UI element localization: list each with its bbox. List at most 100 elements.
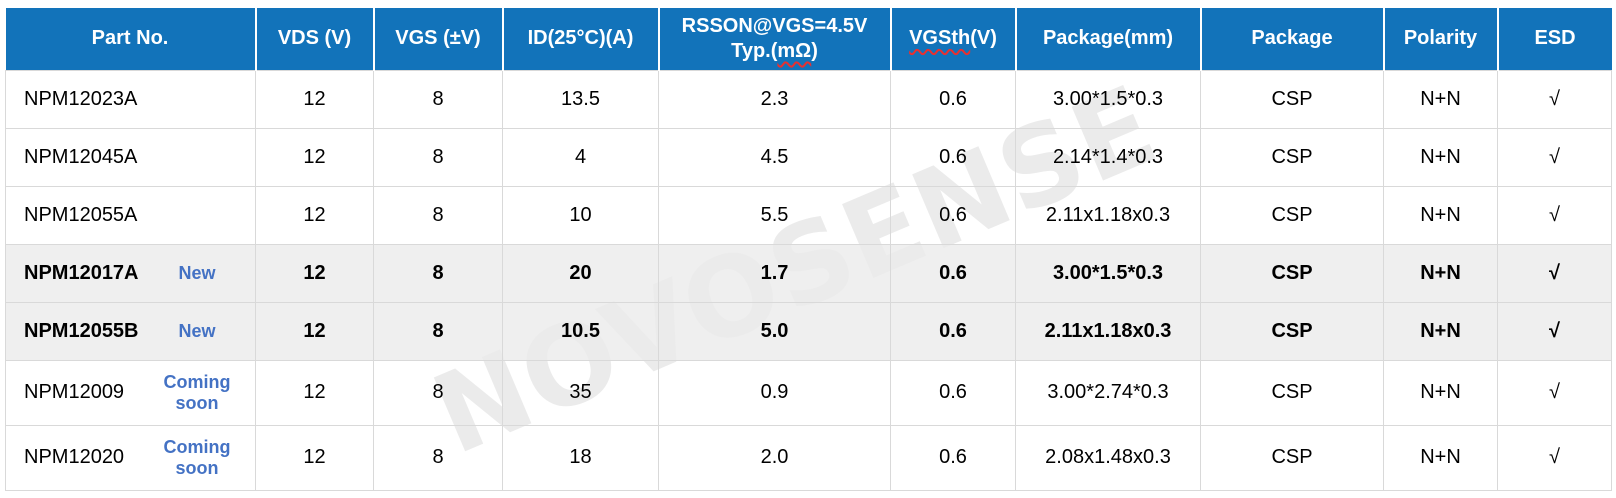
spec-value-cell: 3.00*1.5*0.3 — [1015, 243, 1201, 303]
product-spec-table: Part No. VDS (V) VGS (±V) ID(25°C)(A) RSSON@… — [5, 8, 1612, 491]
table-row: NPM12023A 12 8 13.5 2.3 0.6 3.00*1.5*0.3 CSP N+N… — [5, 69, 1612, 129]
spec-value-cell: CSP — [1200, 301, 1384, 361]
spec-value-cell: 2.14*1.4*0.3 — [1015, 127, 1201, 187]
spec-value-cell: 12 — [255, 127, 374, 187]
part-number-cell: NPM12055A — [5, 185, 256, 245]
spec-value-cell: 2.0 — [658, 424, 891, 491]
column-header: Polarity — [1383, 8, 1499, 70]
spec-value-cell: 2.08x1.48x0.3 — [1015, 424, 1201, 491]
spec-value-cell: N+N — [1383, 185, 1498, 245]
table-row: NPM12009 Coming soon 12 8 35 0.9 0.6 3.00*2.74*… — [5, 359, 1612, 426]
spec-value-cell: 20 — [502, 243, 659, 303]
spec-value-cell: √ — [1497, 127, 1612, 187]
spec-value-cell: 0.6 — [890, 359, 1016, 426]
spec-value-cell: 10 — [502, 185, 659, 245]
spec-value-cell: 2.3 — [658, 69, 891, 129]
column-header: VGSth(V) — [890, 8, 1017, 70]
spec-value-cell: 5.5 — [658, 185, 891, 245]
spec-value-cell: 12 — [255, 185, 374, 245]
spec-value-cell: √ — [1497, 424, 1612, 491]
column-header: ID(25°C)(A) — [502, 8, 660, 70]
spec-value-cell: 4.5 — [658, 127, 891, 187]
column-header: RSSON@VGS=4.5V Typ.(mΩ) — [658, 8, 892, 70]
spec-value-cell: 8 — [373, 127, 503, 187]
table-row: NPM12045A 12 8 4 4.5 0.6 2.14*1.4*0.3 CSP N+N √ — [5, 127, 1612, 187]
header-line: Typ.(mΩ) — [731, 39, 818, 62]
spec-value-cell: 8 — [373, 359, 503, 426]
spec-value-cell: 8 — [373, 69, 503, 129]
part-number-cell: NPM12020 Coming soon — [5, 424, 256, 491]
header-line: Part No. — [91, 27, 169, 50]
spec-value-cell: 12 — [255, 424, 374, 491]
part-cell-inner: NPM12023A — [6, 88, 255, 111]
spec-value-cell: 2.11x1.18x0.3 — [1015, 185, 1201, 245]
availability-badge: Coming soon — [163, 371, 231, 413]
spec-value-cell: 8 — [373, 301, 503, 361]
availability-badge: New — [178, 320, 216, 341]
spec-value-cell: √ — [1497, 243, 1612, 303]
column-header: Part No. — [5, 8, 257, 70]
spec-value-cell: 0.6 — [890, 243, 1016, 303]
spec-value-cell: 12 — [255, 301, 374, 361]
header-line: VDS (V) — [277, 27, 352, 50]
header-line: Polarity — [1403, 27, 1478, 50]
spec-value-cell: N+N — [1383, 243, 1498, 303]
spec-value-cell: 35 — [502, 359, 659, 426]
availability-badge: New — [178, 262, 216, 283]
part-number: NPM12009 — [24, 381, 125, 403]
spellcheck-squiggle-text: mΩ — [777, 39, 812, 62]
spec-value-cell: 0.9 — [658, 359, 891, 426]
spec-value-cell: 0.6 — [890, 185, 1016, 245]
part-number: NPM12017A — [24, 261, 139, 284]
header-line: ID(25°C)(A) — [527, 27, 634, 50]
part-number: NPM12055A — [24, 203, 138, 226]
part-cell-inner: NPM12055A — [6, 204, 255, 227]
part-cell-inner: NPM12020 Coming soon — [6, 437, 255, 478]
part-cell-inner: NPM12009 Coming soon — [6, 372, 255, 413]
spec-value-cell: 18 — [502, 424, 659, 491]
spec-value-cell: 12 — [255, 69, 374, 129]
column-header: VGS (±V) — [373, 8, 504, 70]
spec-value-cell: √ — [1497, 359, 1612, 426]
spec-value-cell: CSP — [1200, 69, 1384, 129]
spec-value-cell: CSP — [1200, 185, 1384, 245]
spec-value-cell: 8 — [373, 185, 503, 245]
page: Part No. VDS (V) VGS (±V) ID(25°C)(A) RSSON@… — [0, 8, 1616, 498]
spec-value-cell: 0.6 — [890, 424, 1016, 491]
part-number: NPM12045A — [24, 145, 138, 168]
spec-value-cell: 0.6 — [890, 69, 1016, 129]
spec-value-cell: 0.6 — [890, 127, 1016, 187]
header-line: Package — [1251, 27, 1333, 50]
part-number: NPM12020 — [24, 446, 125, 468]
spec-value-cell: 4 — [502, 127, 659, 187]
spec-value-cell: N+N — [1383, 301, 1498, 361]
column-header: Package — [1200, 8, 1385, 70]
spec-value-cell: 12 — [255, 243, 374, 303]
table-row: NPM12017A New 12 8 20 1.7 0.6 3.00*1.5*0.3 CSP N+… — [5, 243, 1612, 303]
header-line: VGSth(V) — [909, 27, 997, 50]
part-number-cell: NPM12055B New — [5, 301, 256, 361]
availability-badge: Coming soon — [163, 436, 231, 478]
header-line: RSSON@VGS=4.5V — [681, 14, 868, 37]
header-line: Package(mm) — [1042, 27, 1174, 50]
spec-value-cell: CSP — [1200, 424, 1384, 491]
spec-value-cell: 0.6 — [890, 301, 1016, 361]
spec-value-cell: 3.00*2.74*0.3 — [1015, 359, 1201, 426]
table-body: NPM12023A 12 8 13.5 2.3 0.6 3.00*1.5*0.3 CSP N+N… — [5, 69, 1612, 491]
spec-value-cell: √ — [1497, 185, 1612, 245]
table-header-row: Part No. VDS (V) VGS (±V) ID(25°C)(A) RSSON@… — [5, 8, 1612, 70]
part-number: NPM12023A — [24, 87, 138, 110]
table-row: NPM12055A 12 8 10 5.5 0.6 2.11x1.18x0.3 CSP N+N √ — [5, 185, 1612, 245]
spec-value-cell: 5.0 — [658, 301, 891, 361]
spellcheck-squiggle-text: VGSth — [909, 27, 971, 50]
spec-value-cell: N+N — [1383, 127, 1498, 187]
spec-value-cell: 8 — [373, 243, 503, 303]
part-number: NPM12055B — [24, 319, 139, 342]
part-cell-inner: NPM12017A New — [6, 262, 255, 285]
part-number-cell: NPM12017A New — [5, 243, 256, 303]
spec-value-cell: CSP — [1200, 127, 1384, 187]
part-cell-inner: NPM12055B New — [6, 320, 255, 343]
spec-value-cell: √ — [1497, 301, 1612, 361]
spec-value-cell: 13.5 — [502, 69, 659, 129]
spec-value-cell: N+N — [1383, 359, 1498, 426]
